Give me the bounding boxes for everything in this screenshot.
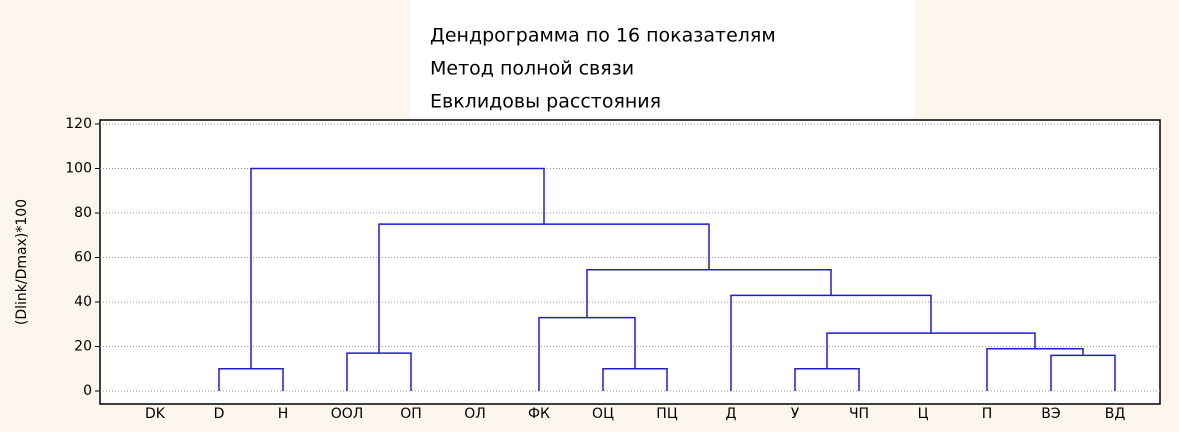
y-axis-label: (Dlink/Dmax)*100 [14,199,30,325]
x-tick-label: H [278,406,289,422]
x-tick-label: ЧП [849,406,869,422]
x-tick-label: ООЛ [331,406,364,422]
x-tick-label: ВЭ [1041,406,1060,422]
x-tick-label: П [982,406,993,422]
title-box [410,0,915,118]
x-tick-label: ПЦ [656,406,678,422]
chart-subtitle: Метод полной связи [430,58,634,80]
y-tick-label: 0 [83,383,92,399]
x-tick-label: ФК [528,406,550,422]
x-tick-label: Ц [918,406,929,422]
y-tick-label: 120 [65,116,92,132]
y-tick-label: 20 [74,339,92,355]
y-tick-label: 60 [74,250,92,266]
chart-subtitle: Евклидовы расстояния [430,91,661,113]
x-tick-label: У [791,406,800,422]
x-tick-label: Д [726,406,737,422]
dendrogram-link [250,167,545,369]
x-tick-label: ОП [400,406,422,422]
x-tick-label: DK [145,406,166,422]
y-tick-label: 40 [74,294,92,310]
chart-title: Дендрограмма по 16 показателям [430,25,776,47]
x-tick-label: ОЛ [464,406,486,422]
x-tick-label: D [214,406,225,422]
y-tick-label: 100 [65,161,92,177]
y-tick-label: 80 [74,205,92,221]
x-tick-label: ОЦ [592,406,614,422]
plot-area [99,119,1161,405]
x-tick-label: ВД [1105,406,1126,422]
